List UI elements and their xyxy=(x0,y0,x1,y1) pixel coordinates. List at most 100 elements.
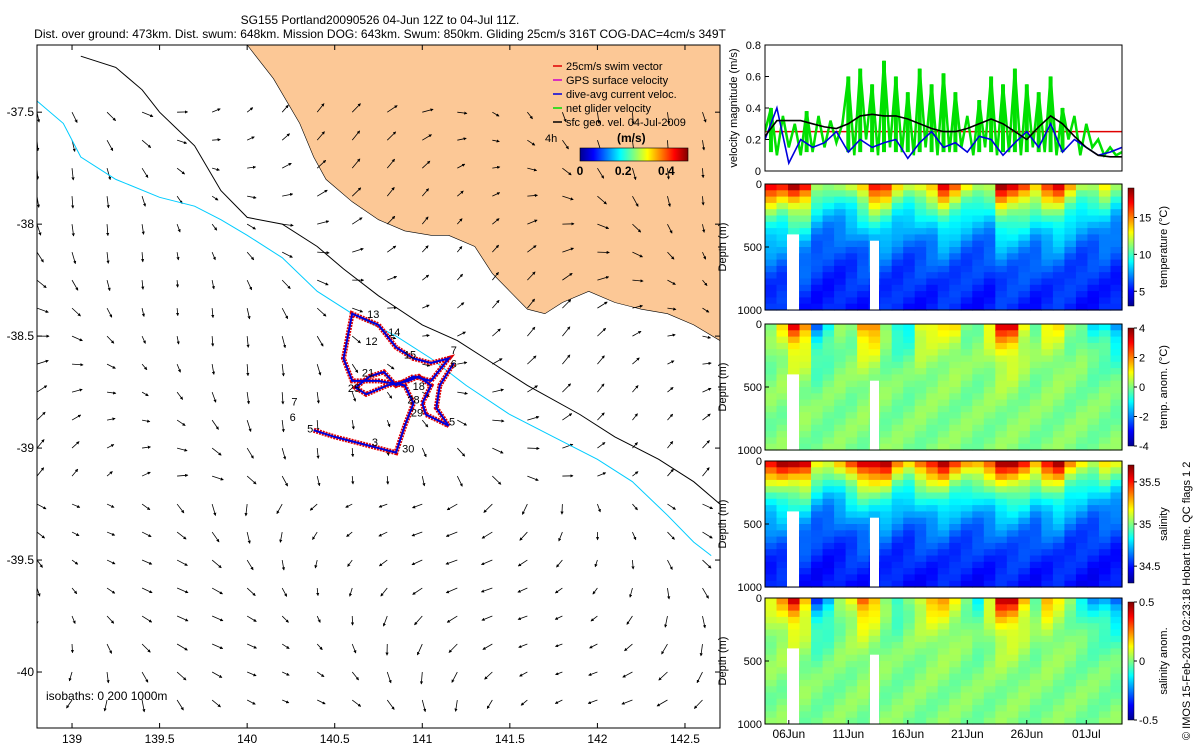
velocity-arrow xyxy=(211,419,219,430)
section-cell xyxy=(811,355,824,363)
section-cell xyxy=(903,686,916,694)
section-cell xyxy=(1041,555,1054,563)
velocity-arrow xyxy=(527,415,540,421)
section-cell xyxy=(1075,342,1089,350)
data-gap xyxy=(787,234,799,310)
section-cell xyxy=(880,184,893,191)
section-cell xyxy=(776,505,789,512)
section-cell xyxy=(834,272,847,280)
section-cell xyxy=(1052,711,1066,719)
velocity-arrow xyxy=(281,307,289,320)
section-cell xyxy=(1064,598,1077,605)
section-cell xyxy=(1087,228,1100,235)
section-cell xyxy=(1029,473,1042,481)
section-cell xyxy=(1087,648,1100,656)
velocity-arrow xyxy=(176,587,189,594)
speed-colorbar-tick: 0.2 xyxy=(615,164,632,178)
section-cell xyxy=(845,374,858,382)
section-cell xyxy=(880,686,893,694)
section-cell xyxy=(960,228,973,235)
velocity-arrow xyxy=(702,112,707,123)
section-cell xyxy=(776,580,789,588)
section-cell xyxy=(1052,221,1066,229)
section-cell xyxy=(1064,202,1077,210)
section-cell xyxy=(926,284,939,292)
section-cell xyxy=(891,393,904,401)
section-cell xyxy=(1052,524,1066,531)
section-cell xyxy=(1041,399,1054,407)
section-cell xyxy=(914,679,927,687)
section-cell xyxy=(1041,673,1054,681)
section-cell xyxy=(845,228,858,235)
velocity-arrow xyxy=(554,587,563,594)
velocity-arrow xyxy=(667,279,676,285)
section-cell xyxy=(937,278,950,286)
section-cell xyxy=(1018,616,1031,624)
section-cell xyxy=(891,202,904,210)
section-cell xyxy=(937,574,950,582)
velocity-arrow xyxy=(421,188,429,197)
section-cell xyxy=(926,574,939,582)
section-cell xyxy=(880,511,893,519)
section-cell xyxy=(1006,278,1019,286)
section-cell xyxy=(949,486,962,494)
section-colorbar-tick-label: -0.5 xyxy=(1139,715,1158,727)
section-cell xyxy=(1110,505,1123,512)
section-cell xyxy=(1087,284,1100,292)
section-cell xyxy=(1110,297,1123,305)
velocity-arrow xyxy=(246,475,257,485)
section-cell xyxy=(845,209,858,217)
section-cell xyxy=(995,342,1008,350)
velocity-arrow xyxy=(527,111,533,120)
section-cell xyxy=(891,215,904,223)
section-cell xyxy=(822,209,835,217)
section-cell xyxy=(1052,209,1066,217)
section-cell xyxy=(822,412,835,420)
velocity-arrow xyxy=(386,419,391,428)
velocity-arrow xyxy=(71,307,81,317)
section-cell xyxy=(903,635,916,643)
velocity-arrow xyxy=(71,224,75,237)
section-cell xyxy=(1098,717,1112,725)
section-x-tick-label: 06Jun xyxy=(772,727,805,741)
section-cell xyxy=(995,324,1008,331)
section-cell xyxy=(1041,330,1054,338)
section-cell xyxy=(845,679,858,687)
section-cell xyxy=(960,202,973,210)
velocity-arrow xyxy=(211,643,224,650)
section-cell xyxy=(1006,412,1019,420)
velocity-arrow xyxy=(211,280,215,290)
section-cell xyxy=(1075,623,1089,631)
section-cell xyxy=(995,215,1008,223)
section-cell xyxy=(1029,215,1042,223)
section-cell xyxy=(1018,196,1031,204)
section-cell xyxy=(914,399,927,407)
section-cell xyxy=(845,424,858,432)
section-cell xyxy=(1018,278,1031,286)
section-cell xyxy=(857,524,870,531)
section-cell xyxy=(937,431,950,438)
section-cell xyxy=(983,461,996,468)
section-cell xyxy=(811,486,824,494)
section-cell xyxy=(1075,424,1089,432)
section-cell xyxy=(949,661,962,668)
section-cell xyxy=(1029,240,1042,248)
section-cell xyxy=(834,443,847,451)
section-cell xyxy=(903,511,916,519)
velocity-arrow xyxy=(281,251,293,258)
velocity-arrow xyxy=(631,560,635,570)
velocity-arrow xyxy=(316,475,321,487)
section-cell xyxy=(903,654,916,662)
track-day-label: 12 xyxy=(365,336,377,348)
section-cell xyxy=(1064,431,1077,438)
section-cell xyxy=(995,479,1008,487)
section-cell xyxy=(1110,705,1123,712)
track-day-label: 14 xyxy=(388,327,400,339)
section-cell xyxy=(960,393,973,401)
section-cell xyxy=(1029,368,1042,375)
section-cell xyxy=(1029,698,1042,706)
section-cell xyxy=(1029,284,1042,292)
section-cell xyxy=(822,711,835,719)
section-cell xyxy=(834,654,847,662)
section-cell xyxy=(799,361,812,369)
